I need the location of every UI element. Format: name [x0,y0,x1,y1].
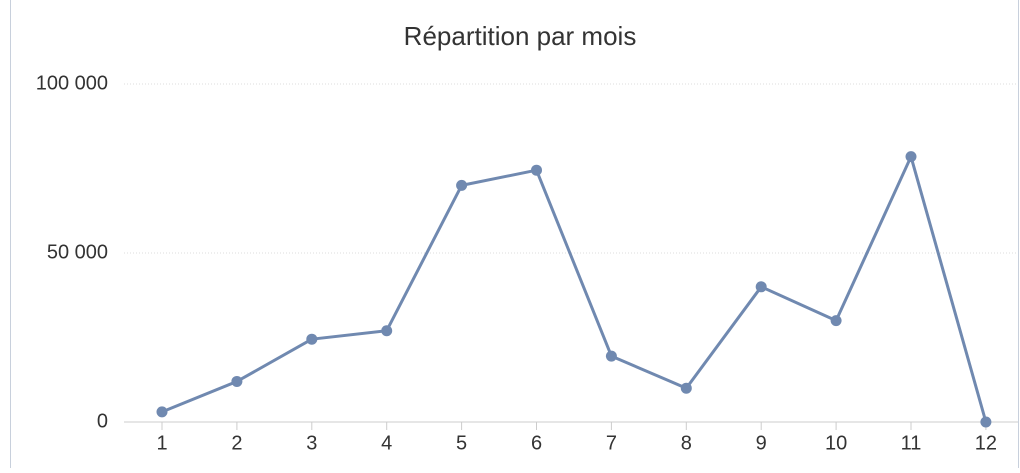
point [231,375,243,387]
point [456,179,468,191]
point [605,350,617,362]
x-tick-label: 1 [156,432,167,454]
x-tick-label: 6 [531,432,542,454]
point [306,333,318,345]
point [830,315,842,327]
y-tick-label: 0 [97,410,108,432]
x-tick-label: 5 [456,432,467,454]
chart-title: Répartition par mois [404,21,637,51]
point [980,416,992,428]
point [755,281,767,293]
y-tick-label: 50 000 [47,241,108,263]
line [161,155,988,423]
y-tick-label: 100 000 [36,72,108,94]
x-tick-label: 2 [231,432,242,454]
x-tick-label: 3 [306,432,317,454]
x-tick-label: 11 [901,432,922,454]
point [531,164,542,176]
point [905,151,917,163]
point [381,325,393,337]
x-tick-label: 7 [606,432,617,454]
x-tick-label: 9 [756,432,767,454]
x-tick-label: 10 [825,432,847,454]
x-tick-label: 12 [975,432,997,454]
x-tick-label: 8 [681,432,692,454]
x-tick-label: 4 [381,432,392,454]
point [680,382,692,394]
point [156,406,168,418]
